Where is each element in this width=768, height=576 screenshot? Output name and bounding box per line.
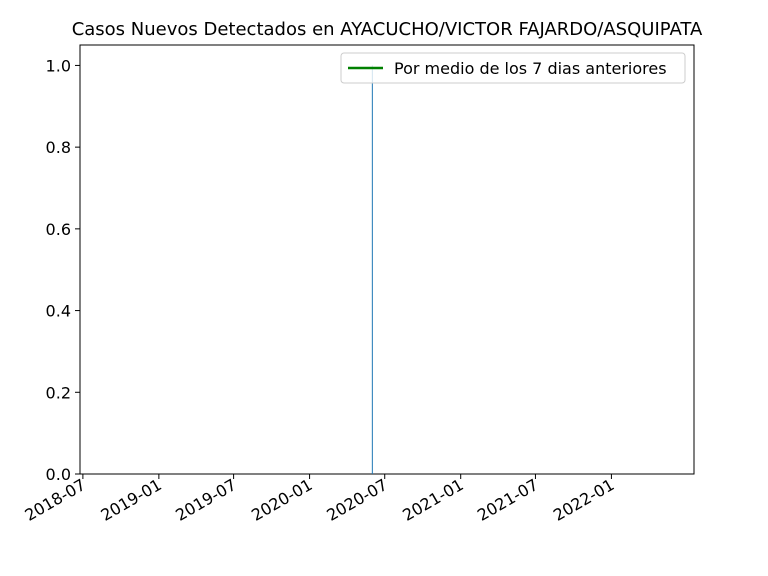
x-axis: 2018-07 2019-01 2019-07 2020-01 2020-07 2021-… (21, 474, 617, 525)
bar (371, 65, 373, 474)
x-tick-label: 2020-01 (248, 475, 315, 525)
y-axis: 0.0 0.2 0.4 0.6 0.8 1.0 (46, 56, 80, 484)
legend: Por medio de los 7 dias anteriores (340, 52, 686, 84)
x-tick-label: 2022-01 (550, 475, 617, 525)
chart-title: Casos Nuevos Detectados en AYACUCHO/VICT… (72, 19, 703, 40)
legend-label: Por medio de los 7 dias anteriores (394, 59, 667, 78)
y-tick-label: 0.0 (46, 465, 71, 484)
y-tick-label: 0.2 (46, 383, 71, 402)
x-tick-label: 2021-07 (474, 475, 541, 525)
y-tick-label: 1.0 (46, 56, 71, 75)
y-tick-label: 0.8 (46, 138, 71, 157)
x-tick-label: 2020-07 (323, 475, 390, 525)
x-tick-label: 2019-07 (172, 475, 239, 525)
y-tick-label: 0.4 (46, 302, 71, 321)
legend-box (340, 52, 686, 84)
plot-area (79, 44, 695, 475)
y-tick-label: 0.6 (46, 220, 71, 239)
x-tick-label: 2021-01 (399, 475, 466, 525)
x-tick-label: 2019-01 (97, 475, 164, 525)
plot-frame (79, 44, 695, 475)
